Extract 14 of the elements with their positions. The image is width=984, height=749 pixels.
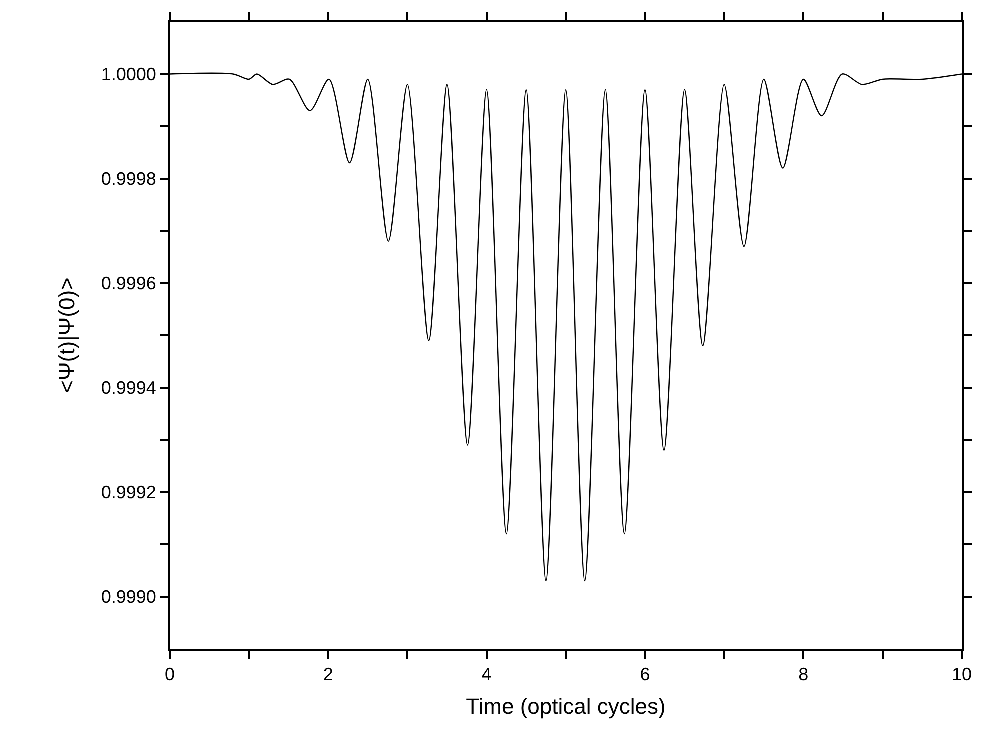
x-tick-label: 10: [952, 664, 972, 685]
y-tick-label: 0.9990: [101, 587, 156, 608]
x-tick-label: 6: [640, 664, 650, 685]
y-tick-label: 0.9998: [101, 169, 156, 190]
x-tick-label: 0: [164, 664, 176, 685]
y-tick-label: 0.9996: [101, 274, 156, 294]
y-tick-label: 0.9992: [101, 482, 156, 503]
x-tick-label: 4: [482, 664, 492, 685]
x-tick-label: 2: [323, 664, 334, 685]
y-tick-label: 0.9994: [101, 378, 156, 398]
x-axis-title: Time (optical cycles): [466, 694, 666, 719]
y-axis-title: <Ψ(t)|Ψ(0)>: [54, 278, 80, 394]
y-tick-label: 1.0000: [101, 64, 156, 85]
x-tick-label: 8: [798, 664, 809, 685]
